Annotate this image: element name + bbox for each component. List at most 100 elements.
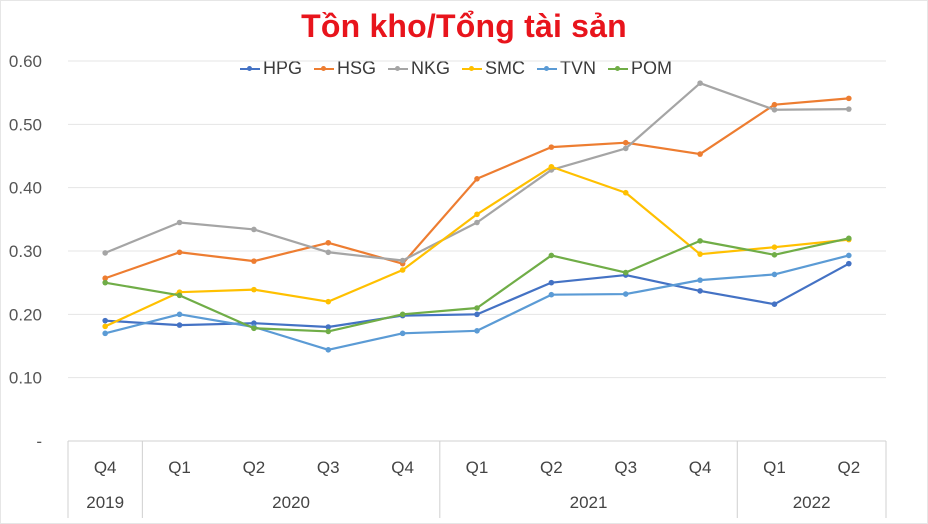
x-tick-label: Q4 [689,458,712,477]
data-point-nkg [697,80,703,86]
x-tick-label: Q4 [391,458,414,477]
legend-swatch [537,65,558,71]
data-point-pom [176,292,183,299]
data-point-hpg [771,301,778,308]
x-tick-label: Q3 [317,458,340,477]
x-tick-label: Q2 [243,458,266,477]
data-point-tvn [771,271,778,278]
y-tick-label: - [36,432,42,451]
data-point-smc [251,286,257,293]
year-label: 2020 [272,493,310,512]
data-point-smc [548,163,555,170]
data-point-nkg [474,219,480,226]
data-point-pom [399,311,406,318]
data-point-tvn [846,252,852,259]
data-point-smc [399,267,406,273]
data-point-smc [697,251,703,257]
data-point-tvn [697,277,703,283]
data-point-tvn [399,330,406,337]
data-point-tvn [102,330,108,337]
data-point-hsg [548,144,555,150]
series-line-tvn [104,254,850,351]
data-point-pom [771,252,778,258]
series-line-nkg [104,82,849,262]
legend-label: NKG [411,58,451,78]
legend-swatch [462,65,483,71]
data-point-tvn [325,347,332,353]
y-tick-label: 0.30 [9,242,42,261]
legend-item-tvn: TVN [537,58,596,79]
data-point-pom [548,252,555,259]
data-point-nkg [251,226,257,233]
legend-label: HSG [337,58,377,78]
data-point-hsg [474,176,480,182]
data-point-hsg [251,258,257,264]
data-point-hsg [325,239,332,246]
series-line-hpg [105,262,850,329]
data-point-hsg [176,249,183,256]
data-point-hpg [102,317,108,324]
data-point-hsg [846,95,852,102]
data-point-pom [474,305,480,311]
year-label: 2022 [793,493,831,512]
series-line-smc [104,165,849,328]
data-point-pom [102,279,108,286]
legend-swatch [240,65,260,71]
y-tick-label: 0.20 [9,305,42,324]
legend-swatch [388,65,409,71]
legend-item-nkg: NKG [388,58,450,79]
data-point-nkg [102,250,108,256]
legend-item-pom: POM [608,58,672,79]
legend-item-hpg: HPG [240,58,302,79]
legend-item-hsg: HSG [314,58,376,79]
chart-legend: HPG HSG NKG SMC TVN POM [240,58,672,79]
data-point-pom [325,328,332,335]
x-tick-label: Q1 [466,458,489,477]
data-point-hpg [548,279,555,286]
legend-label: TVN [560,58,597,78]
data-point-nkg [846,106,852,112]
data-point-hpg [846,260,852,267]
x-tick-label: Q3 [614,458,637,477]
y-tick-label: 0.10 [9,369,42,388]
data-point-smc [622,189,629,196]
legend-swatch [314,65,335,71]
data-point-nkg [399,257,406,264]
data-point-nkg [771,106,778,113]
y-tick-label: 0.50 [9,115,42,134]
legend-label: POM [631,58,673,78]
y-tick-label: 0.60 [9,52,42,71]
data-point-pom [251,325,257,332]
data-point-smc [474,211,480,218]
series-line-pom [104,237,850,333]
data-point-smc [325,298,332,305]
data-point-hsg [697,151,703,157]
data-point-smc [771,244,778,250]
data-point-hsg [102,275,108,282]
x-tick-label: Q2 [540,458,563,477]
x-tick-label: Q2 [837,458,860,477]
x-tick-label: Q4 [94,458,117,477]
data-point-tvn [622,291,629,297]
data-point-hpg [697,288,703,294]
legend-swatch [608,65,629,71]
data-point-hpg [325,324,332,330]
legend-label: HPG [263,58,303,78]
year-label: 2021 [570,493,608,512]
data-point-pom [846,235,852,242]
chart-title: Tồn kho/Tổng tài sản [301,8,627,44]
x-tick-label: Q1 [763,458,786,477]
data-point-hpg [474,311,480,318]
year-label: 2019 [86,493,124,512]
data-point-pom [697,238,703,244]
data-point-tvn [176,311,183,318]
data-point-pom [622,269,629,276]
x-tick-label: Q1 [168,458,191,477]
legend-label: SMC [485,58,526,78]
data-point-hpg [176,322,183,328]
data-point-nkg [325,249,332,256]
data-point-tvn [548,291,555,298]
legend-item-smc: SMC [462,58,525,79]
data-point-nkg [622,145,629,152]
